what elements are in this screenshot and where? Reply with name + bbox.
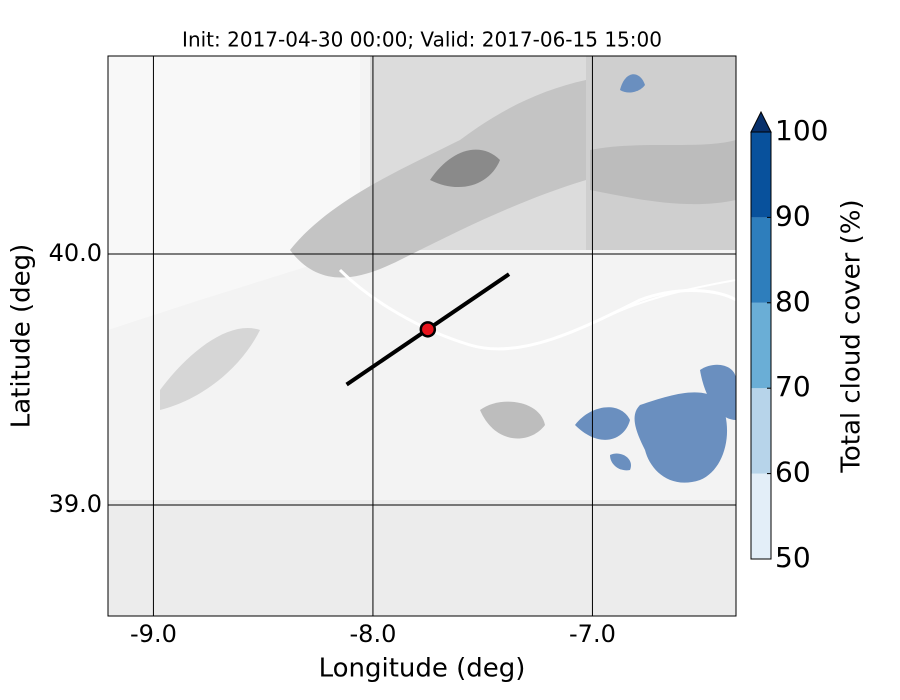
x-tick-label: -7.0 <box>569 620 616 648</box>
colorbar-segment <box>751 132 771 218</box>
colorbar-extend <box>750 110 772 133</box>
location-point <box>419 321 437 338</box>
colorbar-segment <box>751 217 771 303</box>
y-tick-label: 39.0 <box>49 490 102 518</box>
y-axis-label: Latitude (deg) <box>7 244 37 429</box>
colorbar-segment <box>751 388 771 474</box>
x-tick-label: -8.0 <box>350 620 397 648</box>
colorbar-tick-label: 50 <box>775 541 811 574</box>
x-tick-label: -9.0 <box>130 620 177 648</box>
cloud-patches <box>575 74 736 483</box>
map-frame <box>107 55 737 617</box>
colorbar-segment <box>751 302 771 389</box>
colorbar-tick-label: 90 <box>775 199 811 232</box>
colorbar-tick-label: 60 <box>775 456 811 489</box>
colorbar-tick-label: 100 <box>775 114 828 147</box>
terrain <box>108 56 736 616</box>
colorbar-segment <box>751 473 771 559</box>
y-tick-label: 40.0 <box>49 239 102 267</box>
colorbar-label: Total cloud cover (%) <box>837 199 867 473</box>
colorbar-frame <box>750 131 772 560</box>
colorbar-tick-label: 80 <box>775 285 811 318</box>
colorbar-tick-label: 70 <box>775 370 811 403</box>
title: Init: 2017-04-30 00:00; Valid: 2017-06-1… <box>182 28 662 52</box>
x-axis-label: Longitude (deg) <box>319 654 526 684</box>
